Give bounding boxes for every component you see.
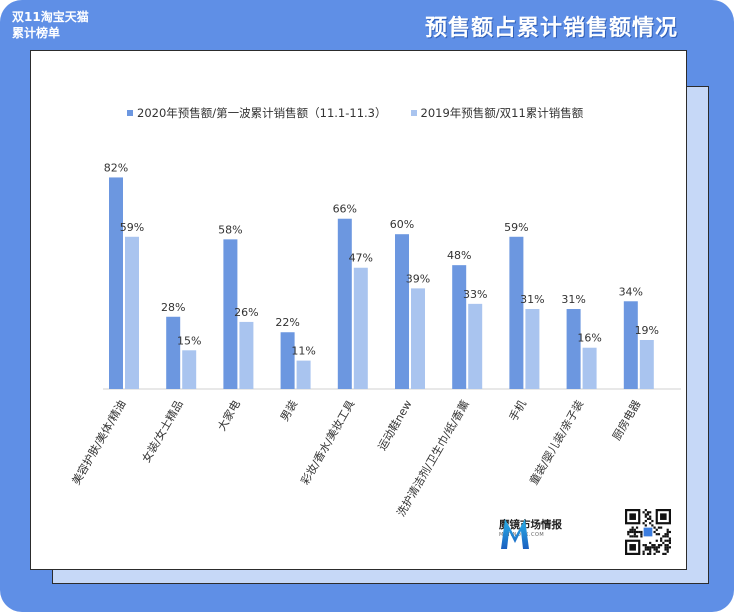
bar-2020-7 (509, 236, 524, 389)
brand-logo: 魔镜市场情报 MKTINDEX.COM (499, 517, 562, 549)
chart-card: 2020年预售额/第一波累计销售额（11.1-11.3） 2019年预售额/双1… (30, 50, 687, 570)
bar-2020-5 (395, 234, 409, 389)
bar-2019-2 (239, 321, 254, 389)
category-label-2: 大家电 (214, 398, 243, 434)
category-label-7: 手机 (506, 398, 529, 424)
bar-2020-3 (280, 332, 295, 389)
data-label-2020-6: 48% (447, 249, 471, 262)
bar-2019-1 (182, 350, 197, 389)
category-label-4: 彩妆/香水/美妆工具 (298, 398, 357, 487)
data-label-2020-3: 22% (275, 316, 299, 329)
data-label-2019-0: 59% (120, 221, 144, 234)
data-label-2020-1: 28% (161, 301, 185, 314)
data-label-2019-2: 26% (234, 306, 258, 319)
bar-2020-2 (223, 239, 238, 389)
data-label-2019-3: 11% (291, 345, 315, 358)
data-label-2019-7: 31% (520, 293, 544, 306)
data-label-2020-4: 66% (333, 203, 357, 216)
bar-2020-0 (109, 177, 123, 389)
category-label-8: 童装/婴儿装/亲子装 (526, 398, 586, 488)
legend-label-2019: 2019年预售额/双11累计销售额 (420, 106, 584, 120)
data-label-2019-8: 16% (577, 332, 601, 345)
data-label-2020-5: 60% (390, 218, 414, 231)
legend-label-2020: 2020年预售额/第一波累计销售额（11.1-11.3） (137, 106, 387, 120)
data-label-2020-8: 31% (561, 293, 585, 306)
data-label-2019-9: 19% (635, 324, 659, 337)
category-label-9: 厨房电器 (610, 398, 643, 443)
data-label-2020-2: 58% (218, 223, 242, 236)
legend-item-2019: 2019年预售额/双11累计销售额 (410, 105, 584, 121)
main-title: 预售额占累计销售额情况 (424, 16, 678, 41)
legend-swatch-2020 (127, 110, 133, 116)
data-label-2019-4: 47% (349, 252, 373, 265)
bar-2019-8 (582, 347, 597, 389)
bar-2019-0 (125, 236, 139, 389)
category-label-5: 运动鞋new (375, 398, 415, 453)
bar-2019-5 (411, 288, 425, 389)
data-label-2019-5: 39% (406, 272, 430, 285)
bar-2019-3 (296, 360, 311, 389)
bar-chart: 82% 59% 美容护肤/美体/精油 28% 15% 女装/女士精品 58% 26% 大家电 22… (69, 161, 681, 519)
data-label-2019-1: 15% (177, 334, 201, 347)
brand-m-icon (501, 519, 529, 549)
brand-sub: MKTINDEX.COM (499, 532, 562, 538)
data-label-2020-0: 82% (104, 161, 128, 174)
data-label-2019-6: 33% (463, 288, 487, 301)
bar-2020-8 (566, 309, 581, 389)
corner-title: 双11淘宝天猫 累计榜单 (12, 10, 89, 40)
category-label-1: 女装/女士精品 (139, 398, 186, 465)
legend-swatch-2019 (410, 110, 417, 116)
data-label-2020-9: 34% (619, 285, 643, 298)
category-label-0: 美容护肤/美体/精油 (69, 398, 129, 488)
bar-2019-7 (525, 309, 540, 389)
brand-name: 魔镜市场情报 (499, 519, 562, 531)
legend-item-2020: 2020年预售额/第一波累计销售额（11.1-11.3） (127, 105, 387, 121)
bar-2020-1 (166, 316, 181, 389)
bar-2019-4 (353, 267, 368, 389)
bar-2020-9 (623, 301, 638, 389)
bar-2019-9 (639, 339, 654, 389)
category-label-3: 男装 (278, 398, 300, 424)
bar-2019-6 (468, 303, 483, 389)
data-label-2020-7: 59% (504, 221, 528, 234)
bar-2020-4 (337, 218, 352, 389)
legend: 2020年预售额/第一波累计销售额（11.1-11.3） 2019年预售额/双1… (127, 105, 583, 121)
bar-2020-6 (452, 265, 467, 389)
qr-code-icon (625, 509, 671, 555)
